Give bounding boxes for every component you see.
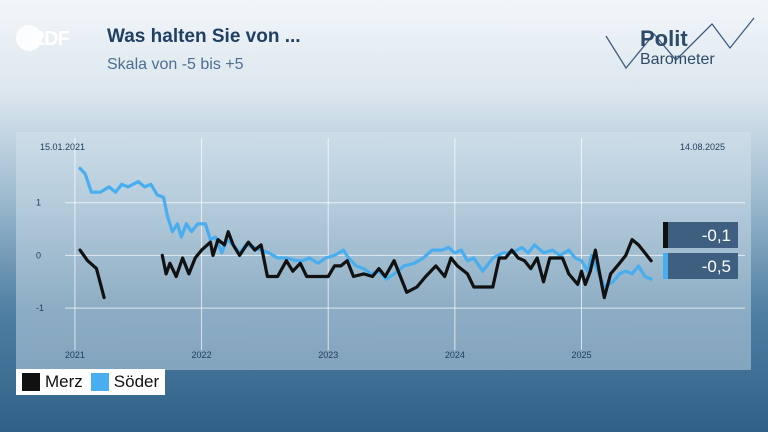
grid xyxy=(65,138,745,350)
series-line-merz xyxy=(78,248,106,300)
x-tick-label: 2021 xyxy=(65,350,85,360)
brand-line2: Barometer xyxy=(640,51,715,68)
politbarometer-logo: Polit Barometer xyxy=(604,16,756,80)
legend-swatch-soeder xyxy=(90,373,109,391)
value-box-marker xyxy=(663,253,668,279)
series-line-merz xyxy=(160,230,653,300)
legend-label-merz: Merz xyxy=(45,372,83,391)
series xyxy=(78,166,653,300)
y-tick-label: 0 xyxy=(36,250,41,260)
axis-ticks: 1 0 -1 2021 2022 2023 2024 2025 xyxy=(36,198,592,360)
series-line-soeder xyxy=(78,166,653,289)
legend-label-soeder: Söder xyxy=(113,372,160,391)
start-date-label: 15.01.2021 xyxy=(40,142,85,152)
zdf-logo: 2DF xyxy=(16,22,78,54)
legend: Merz Söder xyxy=(16,369,166,395)
value-boxes: -0,1 -0,5 xyxy=(663,222,738,279)
y-tick-label: 1 xyxy=(36,198,41,208)
value-box-marker xyxy=(663,222,668,248)
legend-swatch-merz xyxy=(22,373,40,391)
value-label: -0,1 xyxy=(702,226,731,245)
y-tick-label: -1 xyxy=(36,303,44,313)
chart-title: Was halten Sie von ... xyxy=(107,26,301,47)
value-box xyxy=(667,253,738,279)
x-tick-label: 2022 xyxy=(192,350,212,360)
legend-item-soeder: Söder xyxy=(90,372,160,392)
x-tick-label: 2025 xyxy=(571,350,591,360)
zdf-logo-text: 2DF xyxy=(34,28,70,50)
legend-item-merz: Merz xyxy=(22,372,83,392)
chart-subtitle: Skala von -5 bis +5 xyxy=(107,56,244,73)
value-label: -0,5 xyxy=(702,257,731,276)
value-box xyxy=(667,222,738,248)
brand-line1: Polit xyxy=(640,26,688,51)
end-date-label: 14.08.2025 xyxy=(680,142,725,152)
x-tick-label: 2023 xyxy=(318,350,338,360)
x-tick-label: 2024 xyxy=(445,350,465,360)
